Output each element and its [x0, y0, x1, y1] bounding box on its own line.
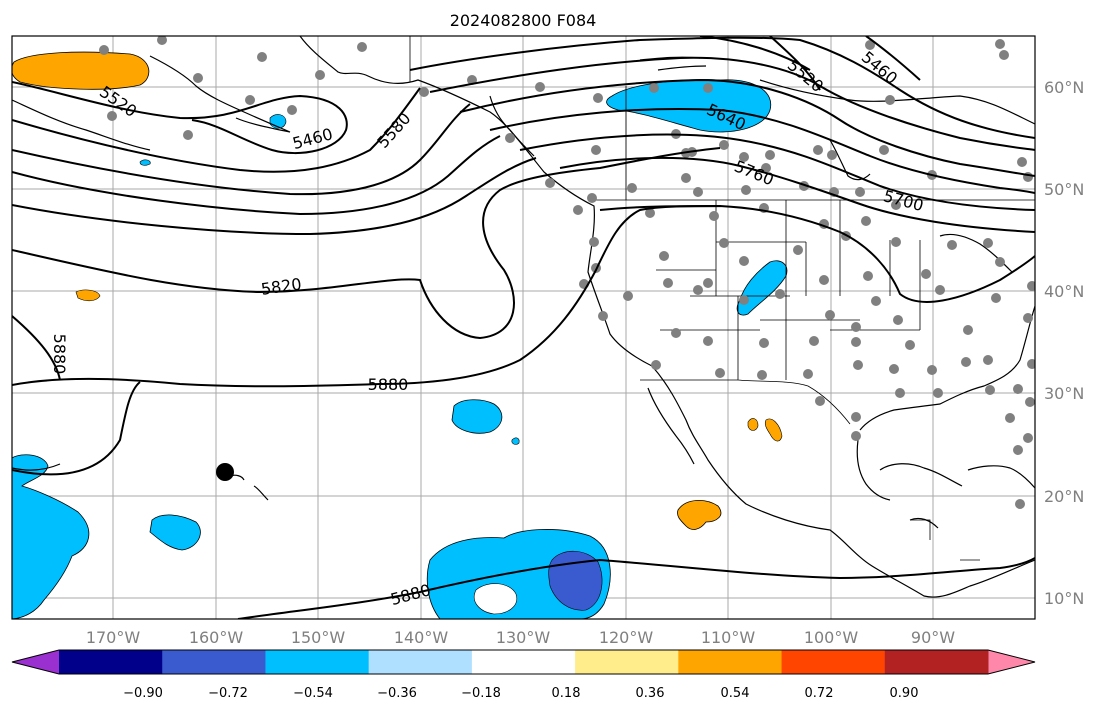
figure-title: 2024082800 F084: [450, 11, 597, 30]
colorbar-max-extension: [988, 650, 1035, 674]
lon-label: 140°W: [394, 628, 449, 647]
lon-label: 90°W: [911, 628, 955, 647]
colorbar-tick-label: 0.36: [636, 686, 665, 701]
strong-negative-anomaly-area: [548, 550, 603, 611]
colorbar-outline: [11, 649, 1036, 675]
lat-label: 20°N: [1044, 487, 1084, 506]
lon-label: 160°W: [189, 628, 244, 647]
colorbar-tick-label: −0.18: [461, 686, 501, 701]
colorbar-segment: [471, 650, 576, 674]
positive-anomaly-area: [677, 500, 722, 530]
colorbar-segment: [781, 650, 886, 674]
lon-label: 170°W: [86, 628, 141, 647]
colorbar-tick-label: 0.90: [890, 686, 919, 701]
positive-anomaly-area: [12, 51, 150, 90]
station-markers: [99, 36, 1035, 509]
neutral-area: [474, 583, 518, 615]
lon-label: 120°W: [599, 628, 654, 647]
colorbar-segment: [59, 650, 163, 674]
lon-label: 130°W: [496, 628, 551, 647]
colorbar-min-extension: [12, 650, 59, 674]
colorbar-tick-labels: −0.90 −0.72 −0.54 −0.36 −0.18 0.18 0.36 …: [123, 686, 918, 701]
contour-label: 5880: [50, 334, 69, 375]
colorbar-tick-label: 0.18: [552, 686, 581, 701]
map-plot-area: 5520 5460 5580 5520 5460 5640 5760 5700 …: [12, 36, 1035, 619]
colorbar-segment: [265, 650, 370, 674]
lon-label: 100°W: [804, 628, 859, 647]
colorbar-segment: [162, 650, 266, 674]
colorbar-tick-label: −0.90: [123, 686, 163, 701]
lat-label: 30°N: [1044, 384, 1084, 403]
political-borders: [409, 36, 1035, 561]
positive-anomaly-area: [747, 418, 759, 431]
map-frame: [11, 35, 1036, 620]
negative-anomaly-area: [139, 159, 151, 166]
lat-label: 50°N: [1044, 180, 1084, 199]
lon-label: 110°W: [701, 628, 756, 647]
lat-label: 10°N: [1044, 589, 1084, 608]
colorbar-segment: [368, 650, 473, 674]
negative-anomaly-area: [149, 514, 201, 551]
colorbar-segment: [678, 650, 783, 674]
lat-label: 40°N: [1044, 282, 1084, 301]
lat-label: 60°N: [1044, 78, 1084, 97]
location-marker: [216, 463, 234, 481]
latitude-labels: 60°N 50°N 40°N 30°N 20°N 10°N: [1044, 78, 1084, 608]
contour-label: 5880: [368, 375, 409, 394]
longitude-labels: 170°W 160°W 150°W 140°W 130°W 120°W 110°…: [86, 628, 955, 647]
colorbar-segment: [575, 650, 679, 674]
negative-anomaly-area: [451, 399, 503, 434]
colorbar-segment: [884, 650, 989, 674]
coastlines: [12, 36, 1035, 598]
positive-anomaly-area: [75, 289, 101, 302]
positive-anomaly-area: [764, 418, 783, 442]
negative-anomaly-area: [12, 454, 90, 619]
negative-anomaly-area: [511, 437, 520, 445]
colorbar-tick-label: −0.54: [293, 686, 333, 701]
colorbar-tick-label: −0.72: [208, 686, 248, 701]
height-contours: [12, 36, 1035, 619]
colorbar-tick-label: −0.36: [377, 686, 417, 701]
colorbar-tick-label: 0.54: [721, 686, 750, 701]
colorbar-tick-label: 0.72: [805, 686, 834, 701]
lon-label: 150°W: [291, 628, 346, 647]
colorbar: [11, 649, 1036, 675]
